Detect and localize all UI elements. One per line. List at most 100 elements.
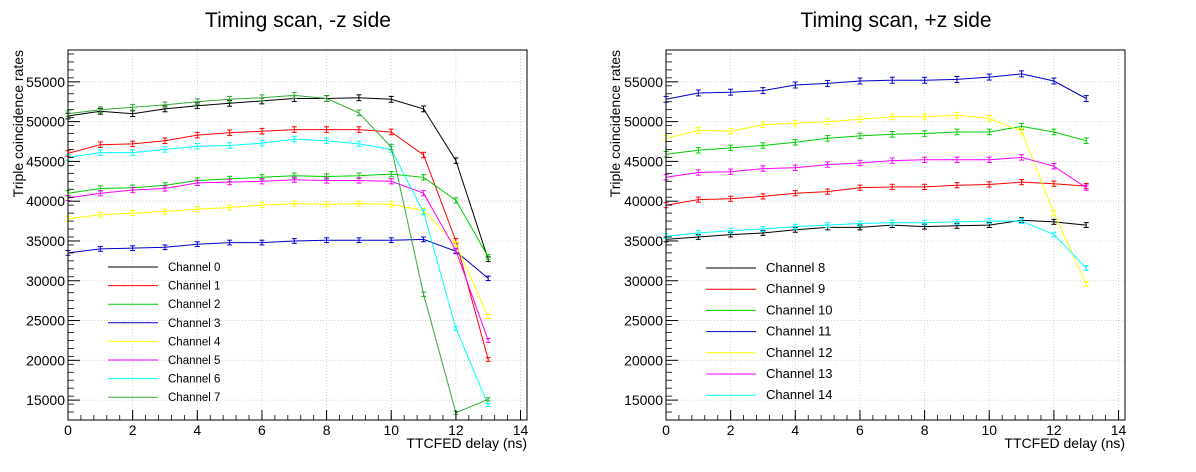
legend-label: Channel 5 [168,355,220,367]
data-point [889,183,895,190]
series-channel-13 [663,154,1089,191]
legend: Channel 8 Channel 9 Channel 10 Channel 11 Ch… [706,260,833,402]
data-point [954,128,960,136]
data-point [825,135,831,142]
data-point [421,151,427,159]
data-point [259,94,265,102]
data-point [130,110,136,118]
data-point [130,210,136,217]
data-point [421,236,427,243]
data-point [453,326,459,331]
data-point [986,218,992,225]
data-point [485,402,491,407]
data-point [194,241,200,248]
data-point [1019,127,1025,135]
data-point [485,338,491,343]
data-point [421,174,427,181]
x-tick-label: 0 [64,422,72,438]
data-point [291,200,297,207]
data-point [825,79,831,87]
data-point [792,139,798,146]
x-axis-label: TTCFED delay (ns) [406,435,527,451]
data-point [356,126,362,133]
legend-item: Channel 14 [706,387,833,402]
data-point [194,143,200,150]
data-point [857,184,863,191]
data-point [324,237,330,244]
x-tick-label: 8 [323,422,331,438]
data-point [728,168,734,175]
data-point [162,185,168,192]
data-point [954,218,960,225]
data-point [792,190,798,197]
data-point [227,178,233,186]
data-point [162,146,168,153]
data-point [922,113,928,121]
data-point [356,94,362,102]
y-tick-label: 25000 [624,313,663,329]
legend-label: Channel 4 [168,336,221,348]
data-point [388,95,394,103]
data-point [1083,184,1089,191]
x-tick-label: 6 [258,422,266,438]
data-point [356,200,362,207]
data-point [986,115,992,122]
series-channel-9 [663,178,1089,209]
data-point [1051,180,1057,187]
data-point [1051,231,1057,238]
legend-item: Channel 4 [108,336,221,348]
data-point [291,126,297,133]
data-point [728,144,734,152]
data-point [695,230,701,236]
x-tick-label: 14 [1111,422,1127,438]
legend-item: Channel 13 [706,366,833,381]
data-point [922,156,928,164]
y-tick-label: 15000 [624,392,663,408]
data-point [324,177,330,184]
legend-item: Channel 0 [108,262,220,274]
series-line [67,173,489,258]
data-point [728,195,734,202]
y-axis-label: Triple coincidence rates [10,50,26,197]
data-point [986,181,992,188]
series-line [665,73,1087,100]
legend-item: Channel 5 [108,355,220,367]
data-point [695,89,701,97]
data-point [324,137,330,144]
data-point [485,314,491,320]
y-tick-label: 20000 [624,352,663,368]
data-point [695,147,701,154]
legend-label: Channel 12 [766,345,833,360]
legend-label: Channel 8 [766,260,825,275]
y-tick-label: 15000 [26,392,65,408]
data-point [760,87,766,95]
x-tick-label: 12 [448,422,464,438]
series-line [67,97,489,260]
data-point [421,291,427,297]
data-point [259,202,265,209]
data-point [227,142,233,149]
y-tick-label: 45000 [624,153,663,169]
series-channel-1 [65,126,491,362]
data-point [421,105,427,113]
data-point [986,73,992,81]
data-point [356,140,362,148]
data-point [485,254,491,260]
y-tick-label: 30000 [26,273,65,289]
data-point [889,113,895,121]
y-tick-label: 35000 [26,233,65,249]
plot-frame [67,49,528,421]
data-point [259,127,265,135]
series-channel-11 [663,70,1089,103]
x-tick-label: 12 [1046,422,1062,438]
series-channel-5 [65,176,491,343]
legend-item: Channel 1 [108,281,220,293]
chart-title: Timing scan, +z side [800,9,991,32]
series-channel-12 [663,111,1089,287]
data-point [356,109,362,117]
series-channel-10 [663,123,1089,158]
data-point [954,75,960,83]
data-point [1051,162,1057,170]
minus-z-chart: Timing scan, -z side 0 2 4 6 8 10 12 14 15000 200… [10,9,529,451]
x-tick-label: 2 [129,422,137,438]
